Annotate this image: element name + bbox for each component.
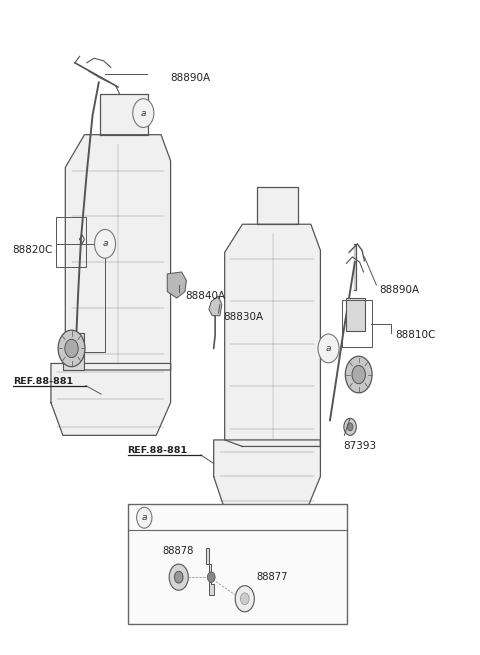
Circle shape	[169, 564, 188, 590]
Polygon shape	[100, 94, 148, 135]
Text: 88830A: 88830A	[223, 312, 264, 322]
Text: 88878: 88878	[162, 546, 194, 556]
Circle shape	[137, 507, 152, 528]
FancyBboxPatch shape	[128, 504, 347, 624]
Circle shape	[58, 330, 85, 367]
Circle shape	[345, 356, 372, 393]
Text: 88820C: 88820C	[12, 246, 53, 255]
Text: 87393: 87393	[343, 441, 376, 451]
Text: 88890A: 88890A	[379, 284, 419, 295]
Text: 88890A: 88890A	[170, 73, 211, 83]
Polygon shape	[51, 364, 170, 436]
Polygon shape	[225, 224, 321, 447]
Text: 88877: 88877	[257, 572, 288, 582]
Polygon shape	[209, 296, 222, 316]
Text: REF.88-881: REF.88-881	[128, 446, 188, 455]
Text: a: a	[102, 239, 108, 248]
Text: 88810C: 88810C	[396, 330, 436, 341]
Circle shape	[174, 571, 183, 583]
Polygon shape	[257, 187, 299, 224]
Circle shape	[318, 334, 339, 363]
Circle shape	[65, 339, 78, 358]
Circle shape	[240, 593, 249, 605]
Polygon shape	[354, 244, 356, 290]
Polygon shape	[65, 135, 170, 370]
Circle shape	[95, 229, 116, 258]
Circle shape	[344, 419, 356, 436]
Text: a: a	[142, 514, 147, 522]
Text: 88840A: 88840A	[185, 291, 225, 301]
Circle shape	[352, 365, 365, 384]
Polygon shape	[206, 548, 214, 595]
Text: a: a	[326, 344, 331, 353]
Polygon shape	[63, 333, 84, 370]
Polygon shape	[167, 272, 186, 298]
Circle shape	[207, 572, 215, 582]
Text: REF.88-881: REF.88-881	[12, 377, 73, 386]
Polygon shape	[214, 440, 321, 509]
Circle shape	[133, 99, 154, 128]
Circle shape	[235, 586, 254, 612]
Polygon shape	[346, 298, 365, 331]
Circle shape	[347, 423, 353, 431]
Text: a: a	[141, 109, 146, 118]
